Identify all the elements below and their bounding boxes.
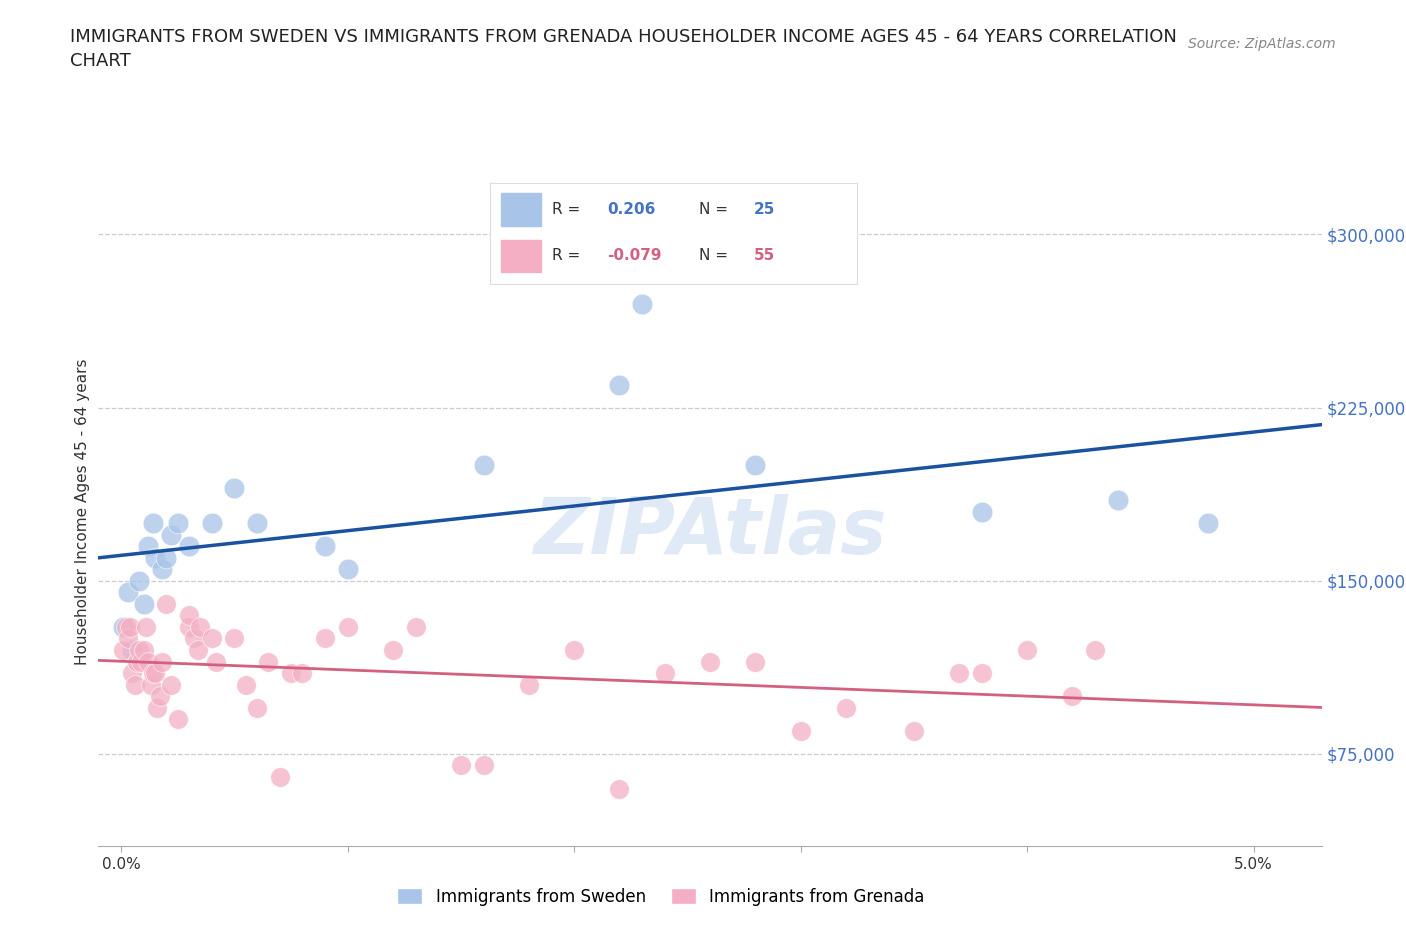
- Point: [131, 654, 153, 669]
- Point: [472, 758, 495, 773]
- Point: [166, 515, 188, 530]
- Point: [135, 619, 157, 634]
- Point: [744, 458, 766, 472]
- Point: [609, 377, 631, 392]
- Point: [201, 515, 224, 530]
- Point: [224, 631, 246, 646]
- Point: [472, 458, 495, 472]
- Point: [132, 643, 155, 658]
- Point: [117, 585, 139, 600]
- Point: [1107, 493, 1129, 508]
- Point: [139, 677, 162, 692]
- Point: [970, 504, 993, 519]
- Point: [187, 643, 209, 658]
- Point: [136, 538, 159, 553]
- Point: [155, 596, 177, 611]
- Point: [246, 515, 269, 530]
- Point: [150, 654, 173, 669]
- Point: [235, 677, 257, 692]
- Point: [124, 677, 146, 692]
- Point: [177, 619, 200, 634]
- Point: [143, 666, 166, 681]
- Point: [166, 711, 188, 726]
- Point: [280, 666, 302, 681]
- Point: [117, 631, 139, 646]
- Point: [121, 666, 143, 681]
- Legend: Immigrants from Sweden, Immigrants from Grenada: Immigrants from Sweden, Immigrants from …: [391, 881, 931, 912]
- Point: [381, 643, 404, 658]
- Point: [744, 654, 766, 669]
- Text: ZIPAtlas: ZIPAtlas: [533, 494, 887, 569]
- Point: [314, 631, 336, 646]
- Point: [112, 643, 135, 658]
- Point: [314, 538, 336, 553]
- Point: [336, 562, 359, 577]
- Point: [142, 666, 165, 681]
- Point: [160, 527, 183, 542]
- Point: [1017, 643, 1039, 658]
- Point: [336, 619, 359, 634]
- Point: [631, 297, 654, 312]
- Point: [970, 666, 993, 681]
- Point: [149, 689, 172, 704]
- Point: [114, 619, 136, 634]
- Point: [125, 654, 148, 669]
- Point: [517, 677, 540, 692]
- Point: [136, 654, 159, 669]
- Text: IMMIGRANTS FROM SWEDEN VS IMMIGRANTS FROM GRENADA HOUSEHOLDER INCOME AGES 45 - 6: IMMIGRANTS FROM SWEDEN VS IMMIGRANTS FRO…: [70, 28, 1177, 70]
- Point: [654, 666, 676, 681]
- Point: [177, 608, 200, 623]
- Point: [121, 643, 143, 658]
- Point: [132, 596, 155, 611]
- Point: [609, 781, 631, 796]
- Point: [948, 666, 970, 681]
- Point: [1084, 643, 1107, 658]
- Point: [112, 619, 135, 634]
- Point: [1062, 689, 1084, 704]
- Point: [205, 654, 228, 669]
- Point: [224, 481, 246, 496]
- Point: [128, 643, 150, 658]
- Text: Source: ZipAtlas.com: Source: ZipAtlas.com: [1188, 37, 1336, 51]
- Point: [789, 724, 811, 738]
- Y-axis label: Householder Income Ages 45 - 64 years: Householder Income Ages 45 - 64 years: [75, 358, 90, 665]
- Point: [450, 758, 472, 773]
- Point: [201, 631, 224, 646]
- Point: [835, 700, 858, 715]
- Point: [177, 538, 200, 553]
- Point: [160, 677, 183, 692]
- Point: [150, 562, 173, 577]
- Point: [562, 643, 585, 658]
- Point: [142, 515, 165, 530]
- Point: [120, 619, 142, 634]
- Point: [699, 654, 721, 669]
- Point: [246, 700, 269, 715]
- Point: [269, 770, 291, 785]
- Point: [1197, 515, 1219, 530]
- Point: [128, 573, 150, 588]
- Point: [291, 666, 314, 681]
- Point: [903, 724, 925, 738]
- Point: [405, 619, 427, 634]
- Point: [183, 631, 205, 646]
- Point: [257, 654, 280, 669]
- Point: [155, 551, 177, 565]
- Point: [143, 551, 166, 565]
- Point: [146, 700, 169, 715]
- Point: [188, 619, 212, 634]
